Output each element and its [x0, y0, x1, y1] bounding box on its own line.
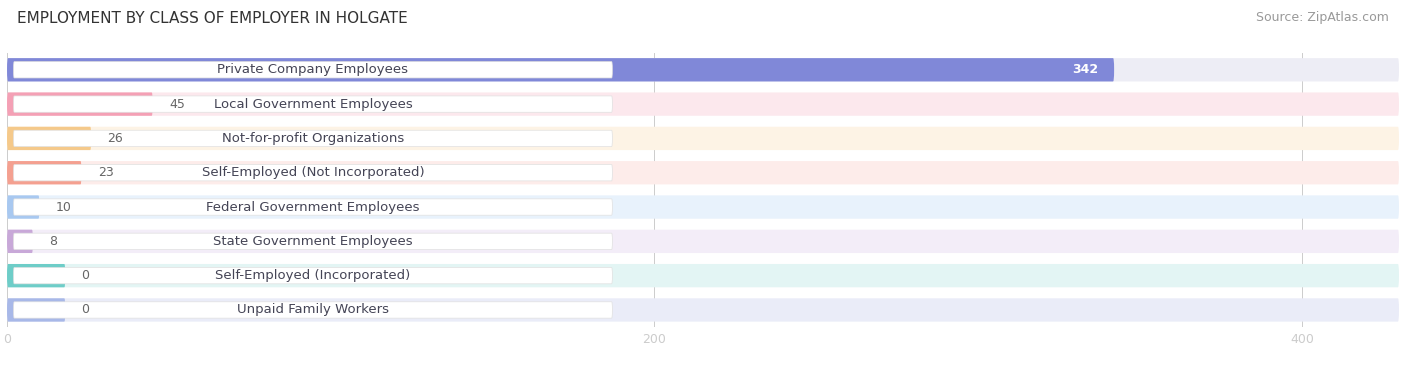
- Text: Self-Employed (Incorporated): Self-Employed (Incorporated): [215, 269, 411, 282]
- Text: 26: 26: [107, 132, 124, 145]
- FancyBboxPatch shape: [7, 127, 91, 150]
- FancyBboxPatch shape: [7, 196, 1399, 219]
- Text: Federal Government Employees: Federal Government Employees: [207, 200, 419, 214]
- Text: Source: ZipAtlas.com: Source: ZipAtlas.com: [1256, 11, 1389, 24]
- FancyBboxPatch shape: [7, 264, 1399, 287]
- FancyBboxPatch shape: [7, 92, 153, 116]
- Text: 342: 342: [1071, 63, 1098, 76]
- Text: Local Government Employees: Local Government Employees: [214, 98, 412, 111]
- FancyBboxPatch shape: [7, 127, 1399, 150]
- Text: 23: 23: [97, 166, 114, 179]
- FancyBboxPatch shape: [7, 92, 1399, 116]
- FancyBboxPatch shape: [7, 298, 1399, 321]
- FancyBboxPatch shape: [14, 267, 613, 284]
- FancyBboxPatch shape: [7, 196, 39, 219]
- FancyBboxPatch shape: [7, 58, 1114, 82]
- FancyBboxPatch shape: [7, 161, 82, 184]
- Text: State Government Employees: State Government Employees: [214, 235, 413, 248]
- Text: Unpaid Family Workers: Unpaid Family Workers: [238, 303, 389, 317]
- FancyBboxPatch shape: [14, 62, 613, 78]
- FancyBboxPatch shape: [14, 199, 613, 215]
- FancyBboxPatch shape: [7, 230, 32, 253]
- Text: Self-Employed (Not Incorporated): Self-Employed (Not Incorporated): [201, 166, 425, 179]
- Text: 0: 0: [82, 303, 90, 317]
- Text: 45: 45: [169, 98, 184, 111]
- FancyBboxPatch shape: [7, 264, 65, 287]
- Text: Private Company Employees: Private Company Employees: [218, 63, 408, 76]
- FancyBboxPatch shape: [7, 161, 1399, 184]
- Text: 10: 10: [56, 200, 72, 214]
- Text: 0: 0: [82, 269, 90, 282]
- FancyBboxPatch shape: [14, 96, 613, 112]
- Text: 8: 8: [49, 235, 58, 248]
- Text: EMPLOYMENT BY CLASS OF EMPLOYER IN HOLGATE: EMPLOYMENT BY CLASS OF EMPLOYER IN HOLGA…: [17, 11, 408, 26]
- Text: Not-for-profit Organizations: Not-for-profit Organizations: [222, 132, 404, 145]
- FancyBboxPatch shape: [7, 230, 1399, 253]
- FancyBboxPatch shape: [14, 165, 613, 181]
- FancyBboxPatch shape: [14, 233, 613, 250]
- FancyBboxPatch shape: [7, 298, 65, 321]
- FancyBboxPatch shape: [7, 58, 1399, 82]
- FancyBboxPatch shape: [14, 302, 613, 318]
- FancyBboxPatch shape: [14, 130, 613, 147]
